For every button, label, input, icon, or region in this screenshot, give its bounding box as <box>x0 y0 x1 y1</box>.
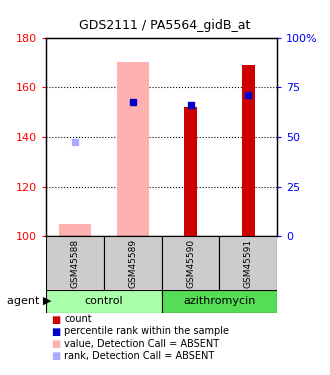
Bar <box>59 224 91 236</box>
Text: ■: ■ <box>51 351 60 360</box>
Text: control: control <box>84 297 123 306</box>
Bar <box>162 290 277 313</box>
Bar <box>46 236 104 291</box>
Bar <box>46 290 162 313</box>
Text: percentile rank within the sample: percentile rank within the sample <box>64 327 229 336</box>
Text: ■: ■ <box>51 339 60 348</box>
Text: GSM45591: GSM45591 <box>244 239 253 288</box>
Bar <box>162 236 219 291</box>
Text: azithromycin: azithromycin <box>183 297 256 306</box>
Text: count: count <box>64 315 92 324</box>
Text: ■: ■ <box>51 327 60 336</box>
Text: GDS2111 / PA5564_gidB_at: GDS2111 / PA5564_gidB_at <box>79 19 251 32</box>
Bar <box>242 65 255 236</box>
Text: ■: ■ <box>51 315 60 324</box>
Bar <box>104 236 162 291</box>
Bar <box>117 62 149 236</box>
Text: GSM45590: GSM45590 <box>186 239 195 288</box>
Bar <box>219 236 277 291</box>
Text: GSM45588: GSM45588 <box>71 239 80 288</box>
Text: value, Detection Call = ABSENT: value, Detection Call = ABSENT <box>64 339 219 348</box>
Text: agent ▶: agent ▶ <box>7 297 51 306</box>
Text: rank, Detection Call = ABSENT: rank, Detection Call = ABSENT <box>64 351 214 360</box>
Bar <box>184 107 197 236</box>
Text: GSM45589: GSM45589 <box>128 239 137 288</box>
